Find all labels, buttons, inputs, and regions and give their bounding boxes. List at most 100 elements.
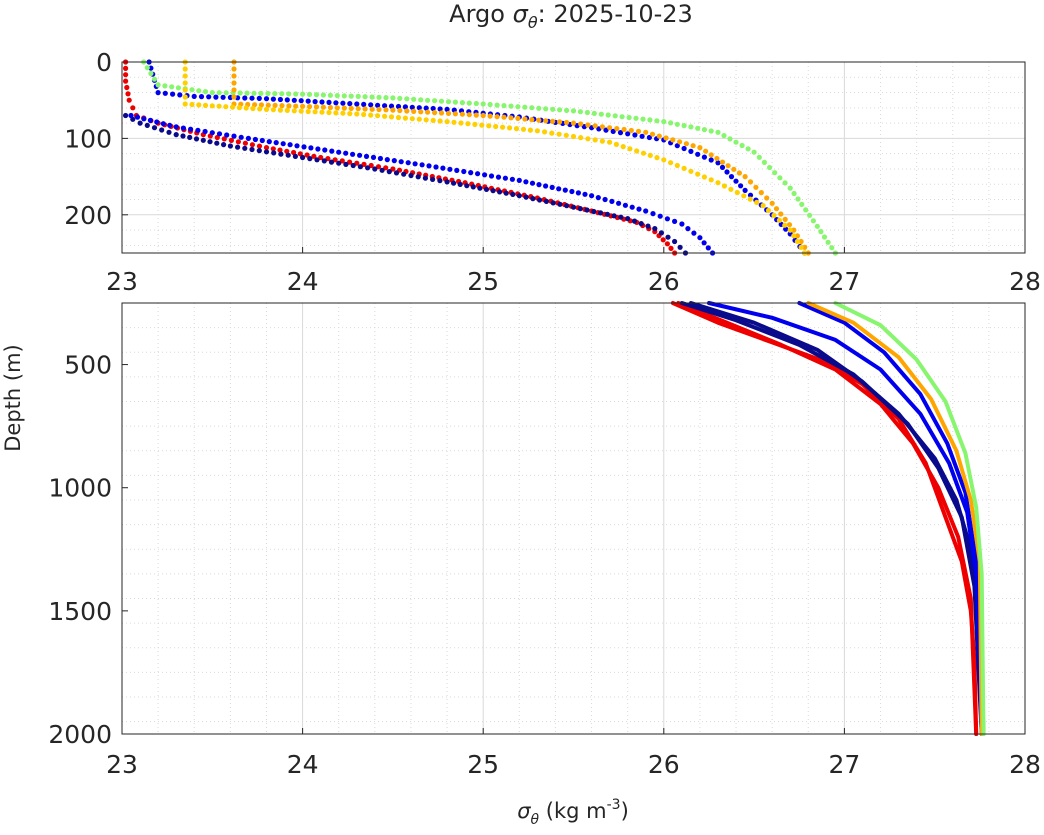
profile-point	[515, 104, 521, 110]
y-tick-label: 2000	[48, 720, 112, 749]
profile-point	[794, 233, 801, 239]
profile-point	[333, 110, 339, 116]
profile-point	[285, 152, 291, 158]
profile-point	[322, 147, 328, 153]
profile-point	[231, 133, 237, 139]
profile-point	[516, 193, 522, 199]
profile-point	[634, 148, 640, 154]
profile-point	[328, 159, 335, 165]
profile-point	[621, 126, 627, 133]
profile-point	[761, 159, 768, 165]
profile-point	[375, 113, 381, 119]
profile-point	[635, 128, 642, 134]
y-tick-label: 0	[96, 48, 112, 77]
profile-point	[257, 106, 263, 112]
lower-axes-frame	[121, 302, 1026, 735]
profile-point	[169, 84, 175, 90]
profile-point	[188, 126, 194, 132]
profile-point	[202, 128, 208, 135]
profile-line	[688, 301, 984, 736]
profile-point	[187, 134, 193, 140]
profile-point	[814, 223, 820, 229]
profile-point	[300, 91, 306, 97]
profile-point	[408, 172, 414, 179]
profile-point	[480, 112, 486, 119]
profile-point	[459, 111, 465, 117]
profile-point	[447, 166, 453, 172]
profile-point	[508, 103, 514, 109]
profile-point	[697, 145, 703, 151]
profile-point	[405, 160, 411, 166]
profile-point	[595, 195, 601, 201]
profile-point	[767, 164, 773, 171]
profile-point	[305, 108, 311, 115]
profile-point	[287, 142, 293, 148]
profile-point	[647, 152, 653, 158]
profile-point	[640, 116, 646, 122]
profile-point	[207, 139, 213, 145]
profile-point	[677, 139, 683, 145]
profile-point	[500, 124, 506, 130]
xlabel-units-exp: -3	[607, 797, 621, 813]
profile-point	[180, 133, 186, 139]
profile-point	[314, 157, 320, 163]
profile-point	[570, 120, 577, 126]
y-tick-label: 500	[64, 351, 112, 380]
profile-point	[444, 119, 450, 125]
profile-point	[612, 113, 618, 119]
profile-point	[182, 80, 188, 86]
profile-point	[415, 174, 421, 180]
profile-point	[154, 119, 160, 125]
profile-point	[151, 76, 158, 82]
profile-point	[355, 106, 361, 112]
profile-point	[829, 245, 835, 251]
profile-point	[570, 108, 577, 114]
profile-point	[362, 106, 368, 112]
profile-line	[797, 301, 984, 736]
profile-point	[727, 136, 733, 142]
profile-point	[329, 148, 335, 154]
profile-point	[776, 217, 783, 223]
profile-point	[458, 120, 464, 126]
profile-point	[585, 122, 591, 128]
profile-point	[807, 212, 813, 218]
profile-point	[270, 107, 276, 113]
profile-point	[536, 182, 542, 188]
profile-point	[272, 91, 278, 97]
profile-point	[284, 107, 290, 113]
profile-point	[751, 149, 757, 155]
profile-point	[361, 101, 367, 107]
x-tick-label: 28	[1009, 750, 1041, 779]
profile-point	[636, 206, 642, 212]
profile-point	[503, 190, 509, 196]
profile-point	[144, 122, 150, 128]
profile-point	[304, 152, 310, 158]
profile-point	[193, 136, 200, 142]
profile-point	[375, 164, 382, 170]
profile-point	[708, 177, 714, 183]
profile-point	[321, 158, 327, 164]
profile-point	[263, 145, 270, 151]
profile-point	[125, 91, 131, 97]
profile-point	[527, 127, 534, 133]
profile-point	[658, 230, 665, 236]
profile-point	[320, 92, 326, 98]
profile-point	[674, 143, 680, 149]
profile-point	[148, 70, 154, 77]
profile-point	[777, 175, 783, 181]
profile-point	[607, 139, 613, 145]
profile-point	[502, 175, 508, 181]
profile-point	[494, 114, 500, 120]
profile-point	[734, 189, 740, 196]
profile-point	[550, 106, 556, 112]
profile-point	[293, 91, 299, 97]
profile-point	[756, 154, 762, 160]
profile-point	[475, 171, 481, 177]
profile-point	[557, 201, 563, 207]
profile-point	[265, 102, 271, 108]
profile-point	[401, 171, 407, 177]
profile-point	[754, 199, 760, 205]
profile-point	[227, 143, 233, 149]
profile-point	[306, 91, 313, 97]
profile-point	[802, 244, 808, 250]
